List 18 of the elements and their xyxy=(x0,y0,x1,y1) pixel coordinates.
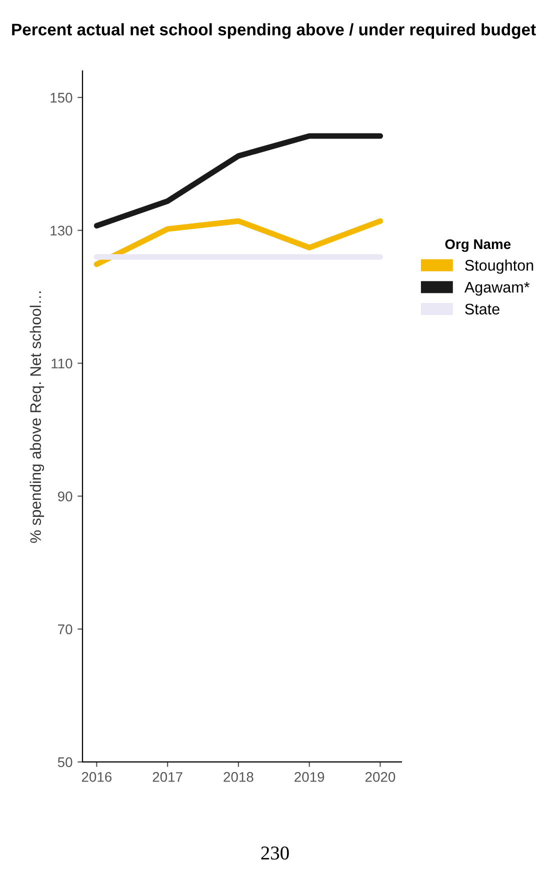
legend-label: Agawam* xyxy=(464,282,530,296)
x-tick-label: 2017 xyxy=(152,772,182,782)
y-tick-label: 90 xyxy=(58,491,72,502)
legend-label: Stoughton xyxy=(465,260,534,274)
x-tick-label: 2016 xyxy=(82,772,112,782)
y-tick-label: 130 xyxy=(50,226,72,236)
chart-title: Percent actual net school spending above / under required budget xyxy=(12,23,536,39)
y-axis-title: % spending above Req. Net school… xyxy=(30,292,44,543)
x-tick-label: 2020 xyxy=(365,772,396,782)
text: 230 xyxy=(261,846,289,860)
y-tick-label: 50 xyxy=(58,757,72,768)
y-tick-label: 150 xyxy=(50,92,72,103)
legend-title: Org Name xyxy=(445,239,511,252)
x-tick-label: 2019 xyxy=(294,772,324,782)
y-tick-label: 70 xyxy=(58,624,72,634)
x-tick-label: 2018 xyxy=(224,772,254,782)
y-tick-label: 110 xyxy=(52,358,72,368)
legend-label: State xyxy=(465,304,500,315)
